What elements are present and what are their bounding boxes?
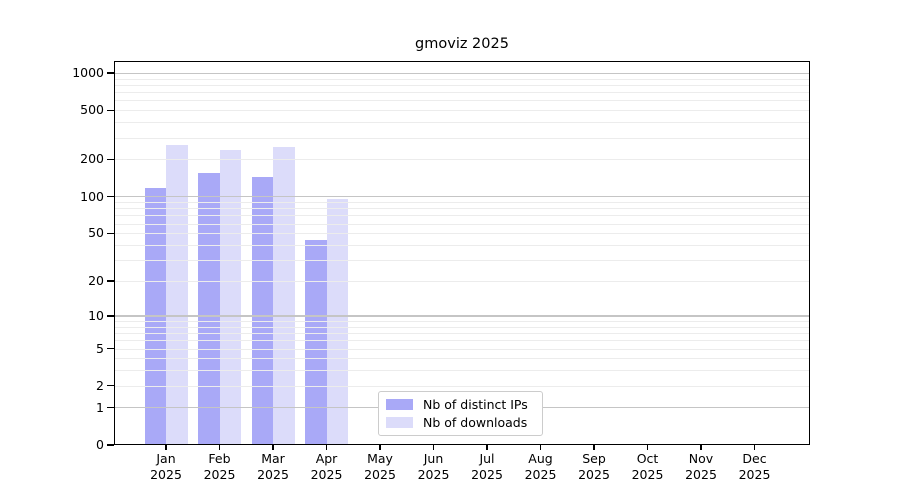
bar-distinct-ips [198,173,220,445]
y-tick-label: 50 [88,225,104,241]
y-tick-mark [107,407,114,409]
x-tick-mark [539,445,542,450]
y-tick-mark [107,158,114,161]
minor-gridline [114,333,810,335]
x-tick-label: Aug 2025 [524,451,557,482]
bar-downloads [219,149,241,445]
x-tick-mark [432,445,435,450]
x-tick-label: May 2025 [364,451,396,482]
x-tick-label: Dec 2025 [738,451,771,482]
minor-gridline [114,122,810,124]
minor-gridline [114,348,810,350]
minor-gridline [114,385,810,387]
x-tick-label: Apr 2025 [310,451,343,482]
minor-gridline [114,233,810,235]
bar-downloads [166,144,188,445]
major-gridline [114,196,810,198]
minor-gridline [114,245,810,247]
x-tick-label: Feb 2025 [203,451,236,482]
y-tick-mark [107,280,114,282]
minor-gridline [114,370,810,372]
x-tick-mark [593,445,595,450]
legend-item: Nb of distinct IPs [386,397,535,412]
y-tick-label: 2 [96,377,104,393]
x-tick-label: Jan 2025 [150,451,182,482]
y-tick-label: 0 [96,437,104,452]
minor-gridline [114,100,810,102]
minor-gridline [114,208,810,210]
y-tick-label: 500 [80,102,104,118]
y-tick-mark [107,444,114,446]
y-tick-label: 1000 [72,65,104,80]
minor-gridline [114,85,810,86]
x-tick-label: Mar 2025 [257,451,289,482]
major-gridline [114,72,810,74]
x-tick-mark [486,445,488,450]
plot-area: Nb of distinct IPs Nb of downloads [114,61,810,445]
minor-gridline [114,321,810,323]
y-tick-mark [107,109,114,111]
x-tick-mark [218,445,221,450]
y-tick-mark [107,195,114,198]
x-tick-label: Oct 2025 [631,451,664,482]
minor-gridline [114,159,810,161]
minor-gridline [114,202,810,204]
x-tick-label: Sep 2025 [578,451,610,482]
bar-distinct-ips [305,240,327,445]
minor-gridline [114,92,810,94]
x-tick-label: Jun 2025 [417,451,450,482]
y-tick-label: 5 [96,340,104,356]
major-gridline [114,315,810,317]
minor-gridline [114,78,810,80]
chart-title: gmoviz 2025 [415,36,509,52]
y-tick-mark [107,315,114,317]
y-tick-label: 100 [80,188,104,204]
minor-gridline [114,223,810,225]
minor-gridline [114,358,810,360]
minor-gridline [114,137,810,139]
y-tick-label: 200 [80,151,104,167]
minor-gridline [114,110,810,112]
minor-gridline [114,340,810,342]
x-tick-label: Nov 2025 [685,451,717,482]
legend-item: Nb of downloads [386,415,535,430]
x-tick-mark [325,445,328,450]
x-tick-mark [272,445,274,450]
legend-label: Nb of distinct IPs [423,397,528,412]
legend-swatch-downloads [386,417,413,428]
x-tick-mark [379,445,381,450]
legend-label: Nb of downloads [423,415,528,430]
y-tick-mark [107,385,114,387]
y-tick-mark [107,72,114,74]
x-tick-mark [646,445,649,450]
bar-downloads [273,147,295,445]
minor-gridline [114,260,810,262]
x-tick-mark [700,445,702,450]
minor-gridline [114,326,810,328]
y-tick-label: 20 [88,273,104,289]
y-tick-mark [107,347,114,350]
legend-swatch-distinct-ips [386,399,413,410]
minor-gridline [114,215,810,217]
x-tick-mark [753,445,756,450]
y-tick-mark [107,232,114,234]
minor-gridline [114,281,810,283]
legend: Nb of distinct IPs Nb of downloads [378,391,543,436]
x-tick-label: Jul 2025 [471,451,503,482]
x-tick-mark [165,445,167,450]
y-tick-label: 1 [96,399,104,415]
y-tick-label: 10 [88,307,104,323]
bar-distinct-ips [251,176,273,445]
